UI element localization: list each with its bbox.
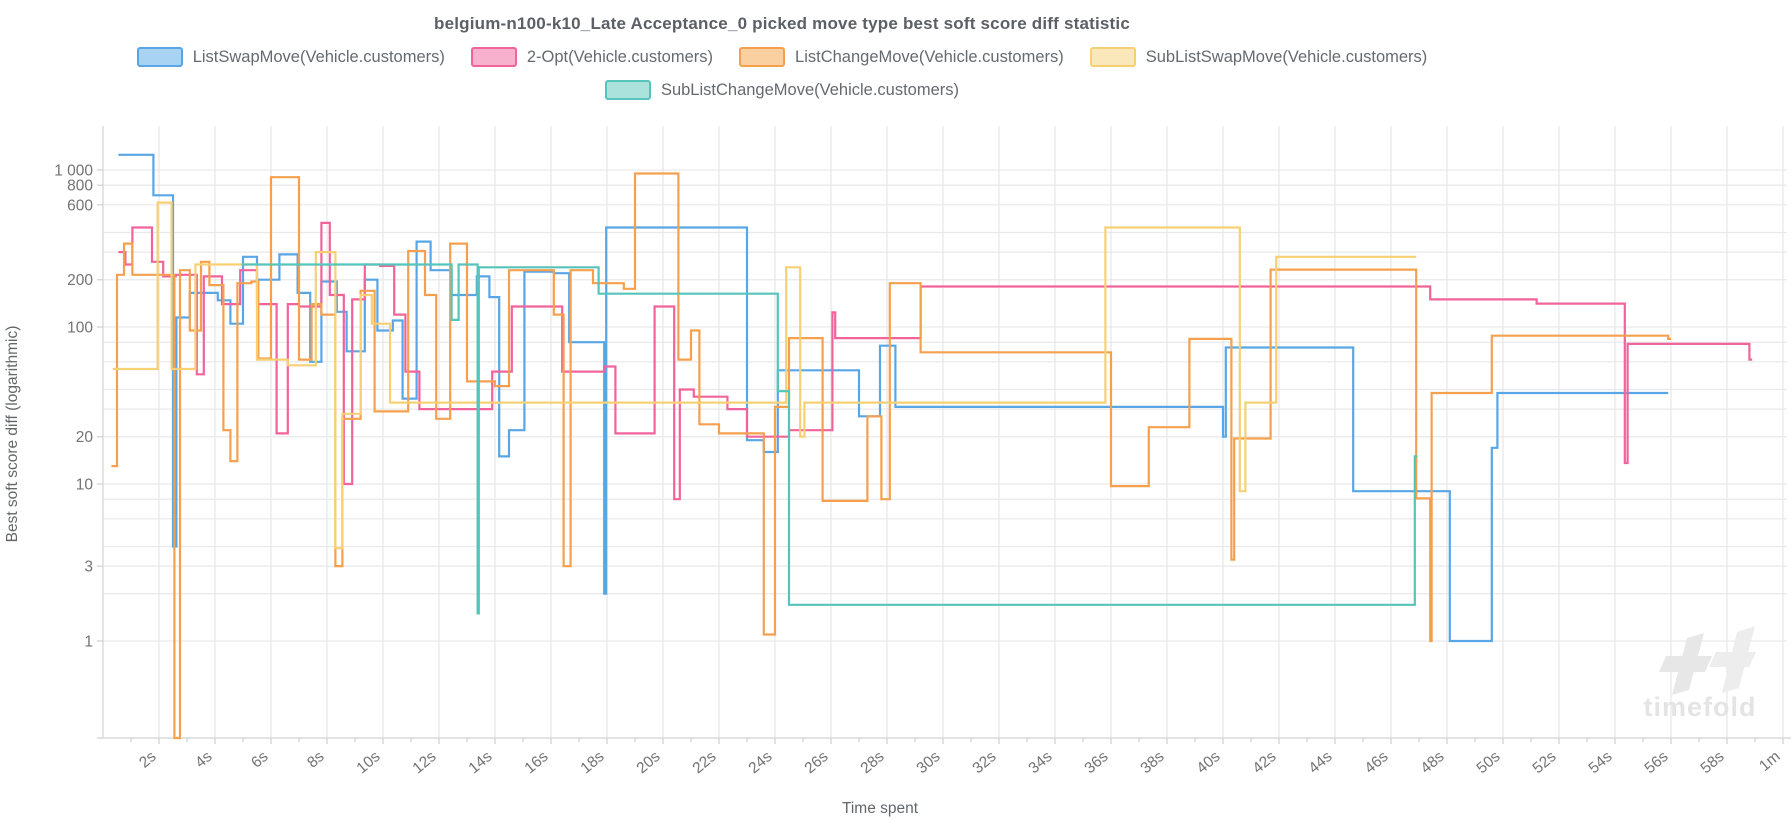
svg-text:8s: 8s [304,748,328,772]
svg-text:40s: 40s [1193,748,1223,777]
legend-item-0[interactable]: ListSwapMove(Vehicle.customers) [136,47,445,67]
svg-text:100: 100 [67,320,93,337]
svg-text:10s: 10s [353,748,383,777]
svg-text:24s: 24s [745,748,775,777]
chart-header: belgium-n100-k10_Late Acceptance_0 picke… [0,0,1564,100]
svg-text:44s: 44s [1305,748,1335,777]
x-axis-title: Time spent [842,800,919,817]
svg-text:38s: 38s [1137,748,1167,777]
svg-text:26s: 26s [801,748,831,777]
svg-text:52s: 52s [1529,748,1559,777]
svg-text:3: 3 [84,559,93,576]
svg-text:56s: 56s [1641,748,1671,777]
legend-label: ListChangeMove(Vehicle.customers) [795,47,1064,66]
svg-text:22s: 22s [689,748,719,777]
svg-text:2s: 2s [136,748,160,772]
series-line-SubListSwapMove [112,201,1417,550]
legend-row-2: SubListChangeMove(Vehicle.customers) [0,80,1564,100]
legend-row-1: ListSwapMove(Vehicle.customers) 2-Opt(Veh… [0,47,1564,67]
svg-text:48s: 48s [1417,748,1447,777]
y-axis-title: Best soft score diff (logarithmic) [4,326,21,543]
svg-text:54s: 54s [1585,748,1615,777]
legend-item-4[interactable]: SubListChangeMove(Vehicle.customers) [604,80,960,100]
svg-text:4s: 4s [192,748,216,772]
series-line-ListSwapMove [118,153,1669,643]
svg-text:200: 200 [67,272,93,289]
legend-label: 2-Opt(Vehicle.customers) [526,47,714,66]
series-lines [111,153,1753,740]
timefold-watermark: timefold [1644,626,1757,722]
legend-item-1[interactable]: 2-Opt(Vehicle.customers) [470,47,714,67]
legend-swatch-icon [739,47,786,67]
svg-text:20s: 20s [633,748,663,777]
svg-text:30s: 30s [913,748,943,777]
svg-text:46s: 46s [1361,748,1391,777]
legend-item-3[interactable]: SubListSwapMove(Vehicle.customers) [1089,47,1428,67]
legend-label: SubListChangeMove(Vehicle.customers) [660,80,960,99]
svg-text:20: 20 [76,429,94,446]
svg-text:800: 800 [67,178,93,195]
gridlines [103,126,1787,738]
svg-text:10: 10 [76,477,94,494]
svg-text:1m: 1m [1756,748,1783,775]
legend-swatch-icon [470,47,517,67]
legend-label: SubListSwapMove(Vehicle.customers) [1145,47,1428,66]
series-line-SubListChangeMove [241,263,1418,615]
svg-text:36s: 36s [1081,748,1111,777]
svg-text:1: 1 [84,634,93,651]
legend-swatch-icon [604,80,651,100]
svg-text:50s: 50s [1473,748,1503,777]
svg-text:12s: 12s [409,748,439,777]
svg-text:14s: 14s [465,748,495,777]
svg-text:28s: 28s [857,748,887,777]
legend-item-2[interactable]: ListChangeMove(Vehicle.customers) [739,47,1064,67]
svg-text:600: 600 [67,197,93,214]
svg-text:1 000: 1 000 [54,163,93,180]
watermark-text: timefold [1644,692,1757,722]
svg-text:32s: 32s [969,748,999,777]
legend-label: ListSwapMove(Vehicle.customers) [192,47,445,66]
series-line-ListChangeMove [111,172,1671,740]
svg-text:16s: 16s [521,748,551,777]
svg-text:58s: 58s [1697,748,1727,777]
svg-text:18s: 18s [577,748,607,777]
legend-swatch-icon [136,47,183,67]
svg-text:6s: 6s [248,748,272,772]
svg-text:42s: 42s [1249,748,1279,777]
x-tick-labels: 2s 4s 6s 8s 10s 12s 14s 16s 18s 20s 22s 24s 26s 28s 30… [136,748,1783,777]
legend-swatch-icon [1089,47,1136,67]
chart-title: belgium-n100-k10_Late Acceptance_0 picke… [433,14,1130,33]
svg-text:34s: 34s [1025,748,1055,777]
axis-borders [97,126,1791,744]
